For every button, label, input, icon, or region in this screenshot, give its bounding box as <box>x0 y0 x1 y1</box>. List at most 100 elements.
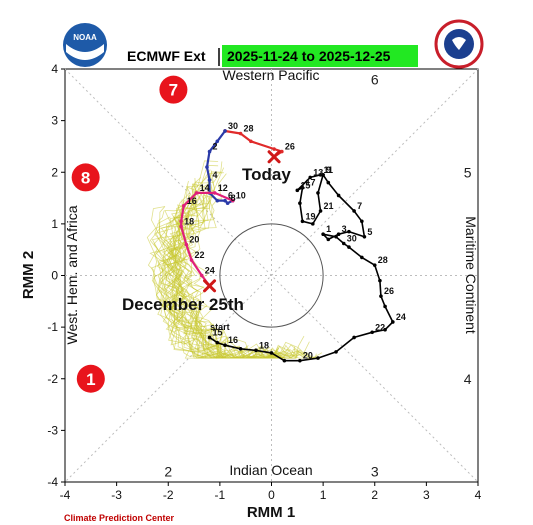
observed-point <box>391 320 395 324</box>
observed-point <box>318 173 323 177</box>
forecast-mid-point <box>207 149 212 154</box>
day-label: 22 <box>375 322 385 332</box>
x-tick-label: -3 <box>111 488 122 502</box>
day-label: 22 <box>194 250 204 260</box>
forecast-late-point <box>179 219 183 224</box>
svg-text:NOAA: NOAA <box>73 33 97 42</box>
forecast-mid-point <box>205 165 209 169</box>
day-label: 18 <box>184 216 194 226</box>
phase-3-number: 3 <box>371 464 379 480</box>
x-tick-label: 2 <box>371 488 378 502</box>
x-tick-label: -4 <box>60 488 71 502</box>
day-label: 9 <box>326 165 331 175</box>
observed-point <box>326 237 331 242</box>
credit-text: Climate Prediction Center <box>64 513 175 523</box>
observed-point <box>295 188 300 193</box>
forecast-early-point <box>280 149 284 154</box>
y-tick-label: 2 <box>51 165 58 179</box>
ensemble-member-line <box>165 199 280 359</box>
day-label: 6 <box>228 191 233 201</box>
start-label: start <box>210 322 230 332</box>
observed-point <box>352 209 356 213</box>
x-tick-label: 1 <box>320 488 327 502</box>
day-label: 21 <box>324 201 334 211</box>
forecast-late-track <box>180 191 234 287</box>
phase-4-number: 4 <box>464 371 472 387</box>
y-tick-label: -4 <box>47 475 58 489</box>
observed-point <box>360 255 364 260</box>
phase-1-highlight <box>76 364 105 393</box>
day-label: 26 <box>384 286 394 296</box>
day-label: 20 <box>303 351 313 361</box>
today-label: Today <box>242 165 291 184</box>
observed-point <box>321 173 325 177</box>
day-label: 18 <box>259 340 269 350</box>
observed-point <box>321 232 325 236</box>
observed-point <box>336 232 341 236</box>
ensemble-member-line <box>156 169 244 359</box>
phase-7-highlight <box>159 75 188 104</box>
forecast-late-point <box>212 191 217 195</box>
phase-6-number: 6 <box>371 71 379 87</box>
observed-point <box>223 343 227 347</box>
region-right-label: Maritime Continent <box>463 216 479 334</box>
phase-divider-diagonal-2 <box>64 68 479 483</box>
day-label: 11 <box>324 165 334 175</box>
day-label: 7 <box>357 201 362 211</box>
chart-header: ECMWF Ext 2025-11-24 to 2025-12-25 <box>127 45 418 67</box>
x-tick-label: -1 <box>215 488 226 502</box>
observed-point <box>300 185 305 190</box>
phase-8-highlight <box>71 163 100 192</box>
x-tick-label: 3 <box>423 488 430 502</box>
noaa-logo: NOAA <box>63 23 107 67</box>
forecast-late-point <box>230 198 235 203</box>
day-label: 20 <box>189 235 199 245</box>
y-tick-label: 0 <box>51 269 58 283</box>
observed-point <box>360 219 364 224</box>
observed-point <box>316 191 320 195</box>
day-label: 15 <box>213 327 223 337</box>
observed-point <box>318 209 323 213</box>
forecast-mid-point <box>207 178 212 182</box>
day-label: 30 <box>347 233 357 243</box>
observed-point <box>308 175 313 180</box>
region-bottom-label: Indian Ocean <box>229 462 312 478</box>
day-label: 8 <box>231 193 236 203</box>
day-label: 16 <box>228 335 238 345</box>
forecast-mid-point <box>223 198 227 203</box>
observed-point <box>215 340 220 345</box>
observed-point <box>347 229 351 234</box>
forecast-mid-point <box>215 198 220 203</box>
forecast-early-track <box>224 129 283 158</box>
region-left-label: West. Hem. and Africa <box>64 205 80 344</box>
observed-point <box>347 245 351 249</box>
forecast-late-point <box>179 224 183 229</box>
region-top-label: Western Pacific <box>223 67 320 83</box>
x-tick-label: -2 <box>163 488 174 502</box>
phase-divider-diagonal-1 <box>64 68 479 483</box>
forecast-early-point <box>272 147 276 151</box>
observed-point <box>352 335 356 340</box>
forecast-early-point <box>249 139 253 144</box>
day-label: 12 <box>218 183 228 193</box>
forecast-mid-point <box>223 129 227 133</box>
nws-logo <box>434 19 484 69</box>
x-axis-label: RMM 1 <box>247 504 295 521</box>
december-25-marker <box>203 279 217 293</box>
forecast-late-point <box>181 204 186 208</box>
observed-point <box>372 263 377 267</box>
observed-point <box>341 241 346 246</box>
y-axis-label: RMM 2 <box>20 251 37 299</box>
y-tick-label: 1 <box>51 217 58 231</box>
forecast-late-point <box>184 242 189 247</box>
forecast-mid-point <box>225 201 230 206</box>
plot-frame <box>64 68 479 483</box>
observed-point <box>334 350 338 354</box>
y-tick-label: 3 <box>51 114 58 128</box>
today-marker <box>267 150 281 164</box>
day-label: 30 <box>228 121 238 131</box>
observed-point <box>254 348 258 353</box>
observed-point <box>316 356 320 360</box>
